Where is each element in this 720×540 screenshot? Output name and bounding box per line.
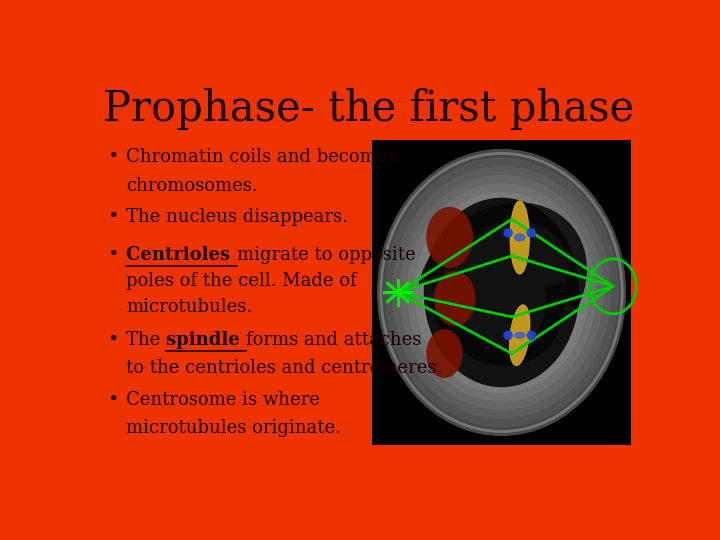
Text: Chromatin coils and becomes: Chromatin coils and becomes [126, 148, 397, 166]
Ellipse shape [392, 166, 611, 419]
Ellipse shape [423, 198, 580, 387]
Ellipse shape [509, 305, 530, 366]
Ellipse shape [377, 149, 626, 436]
Text: Centrosome is where: Centrosome is where [126, 391, 320, 409]
Ellipse shape [527, 228, 536, 238]
Text: The nucleus disappears.: The nucleus disappears. [126, 208, 348, 226]
Ellipse shape [503, 330, 513, 340]
Ellipse shape [422, 200, 581, 384]
Text: •: • [107, 331, 118, 349]
Ellipse shape [514, 234, 525, 241]
Ellipse shape [384, 158, 618, 428]
Text: spindle: spindle [166, 331, 246, 349]
Text: •: • [107, 246, 118, 264]
Ellipse shape [426, 207, 473, 268]
Ellipse shape [527, 330, 536, 340]
Text: Centrioles: Centrioles [126, 246, 237, 264]
Ellipse shape [426, 329, 463, 378]
Ellipse shape [434, 271, 476, 326]
Ellipse shape [503, 228, 513, 238]
Text: microtubules originate.: microtubules originate. [126, 420, 341, 437]
Ellipse shape [514, 332, 525, 338]
Ellipse shape [414, 192, 589, 393]
Bar [372, 140, 631, 446]
Text: •: • [107, 148, 118, 166]
Text: chromosomes.: chromosomes. [126, 177, 258, 195]
Text: microtubules.: microtubules. [126, 298, 253, 316]
Text: poles of the cell. Made of: poles of the cell. Made of [126, 272, 357, 290]
Text: forms and attaches: forms and attaches [246, 331, 422, 349]
Text: •: • [107, 208, 118, 226]
Text: The: The [126, 331, 166, 349]
Text: migrate to opposite: migrate to opposite [237, 246, 415, 264]
Ellipse shape [510, 201, 529, 274]
Text: to the centrioles and centromeres.: to the centrioles and centromeres. [126, 359, 443, 377]
Ellipse shape [400, 174, 603, 410]
Text: Prophase- the first phase: Prophase- the first phase [104, 87, 634, 130]
Ellipse shape [407, 183, 596, 402]
Text: •: • [107, 391, 118, 409]
